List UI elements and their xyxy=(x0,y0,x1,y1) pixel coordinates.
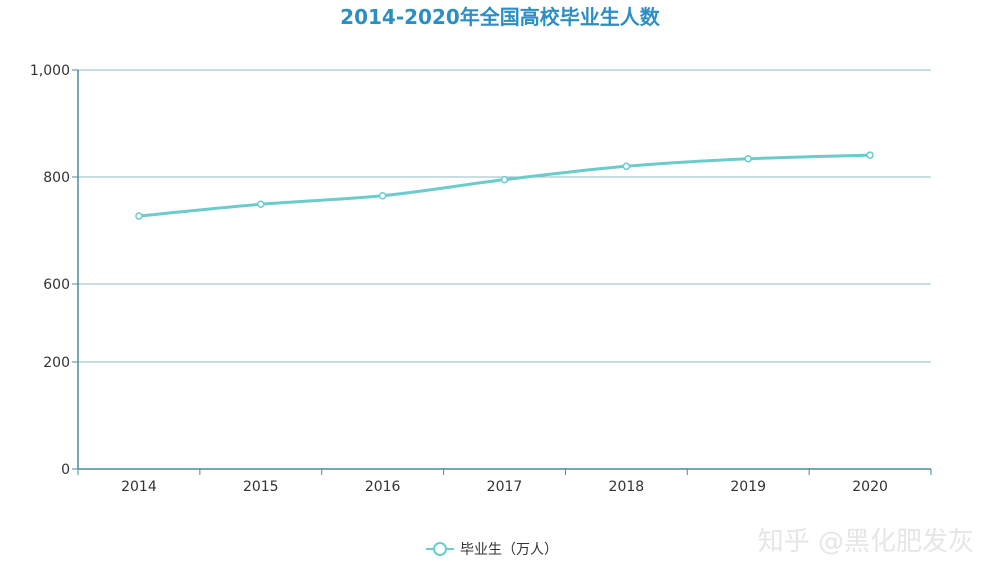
data-point[interactable] xyxy=(866,151,874,159)
series-line xyxy=(138,153,871,218)
data-point[interactable] xyxy=(257,200,265,209)
y-tick-label: 1,000 xyxy=(30,63,70,79)
data-point[interactable] xyxy=(744,155,752,163)
x-tick-label: 2014 xyxy=(121,479,157,495)
data-point[interactable] xyxy=(135,212,143,220)
data-point[interactable] xyxy=(622,162,631,171)
legend-label: 毕业生（万人） xyxy=(460,542,558,558)
y-tick-label: 0 xyxy=(61,462,70,478)
watermark: 知乎 @黑化肥发灰 xyxy=(758,527,974,557)
series-layer xyxy=(135,151,874,220)
x-tick-label: 2018 xyxy=(609,479,645,495)
y-tick-label: 200 xyxy=(43,355,70,371)
grid-lines xyxy=(78,69,931,363)
y-tick-label: 600 xyxy=(43,277,70,293)
axes xyxy=(77,70,931,470)
y-tick-label: 800 xyxy=(43,170,70,186)
data-point[interactable] xyxy=(500,175,509,184)
x-tick-label: 2015 xyxy=(243,479,279,495)
legend[interactable]: 毕业生（万人） xyxy=(426,542,558,558)
x-tick-label: 2019 xyxy=(730,479,766,495)
x-tick-label: 2017 xyxy=(487,479,523,495)
chart-title: 2014-2020年全国高校毕业生人数 xyxy=(340,5,661,29)
x-tick-label: 2020 xyxy=(852,479,888,495)
x-axis-ticks: 2014 2015 2016 2017 2018 2019 2020 xyxy=(77,469,932,495)
y-axis-ticks: 0 200 600 800 1,000 xyxy=(30,63,78,478)
legend-marker-icon xyxy=(433,542,447,556)
data-point[interactable] xyxy=(378,191,387,200)
x-tick-label: 2016 xyxy=(365,479,401,495)
